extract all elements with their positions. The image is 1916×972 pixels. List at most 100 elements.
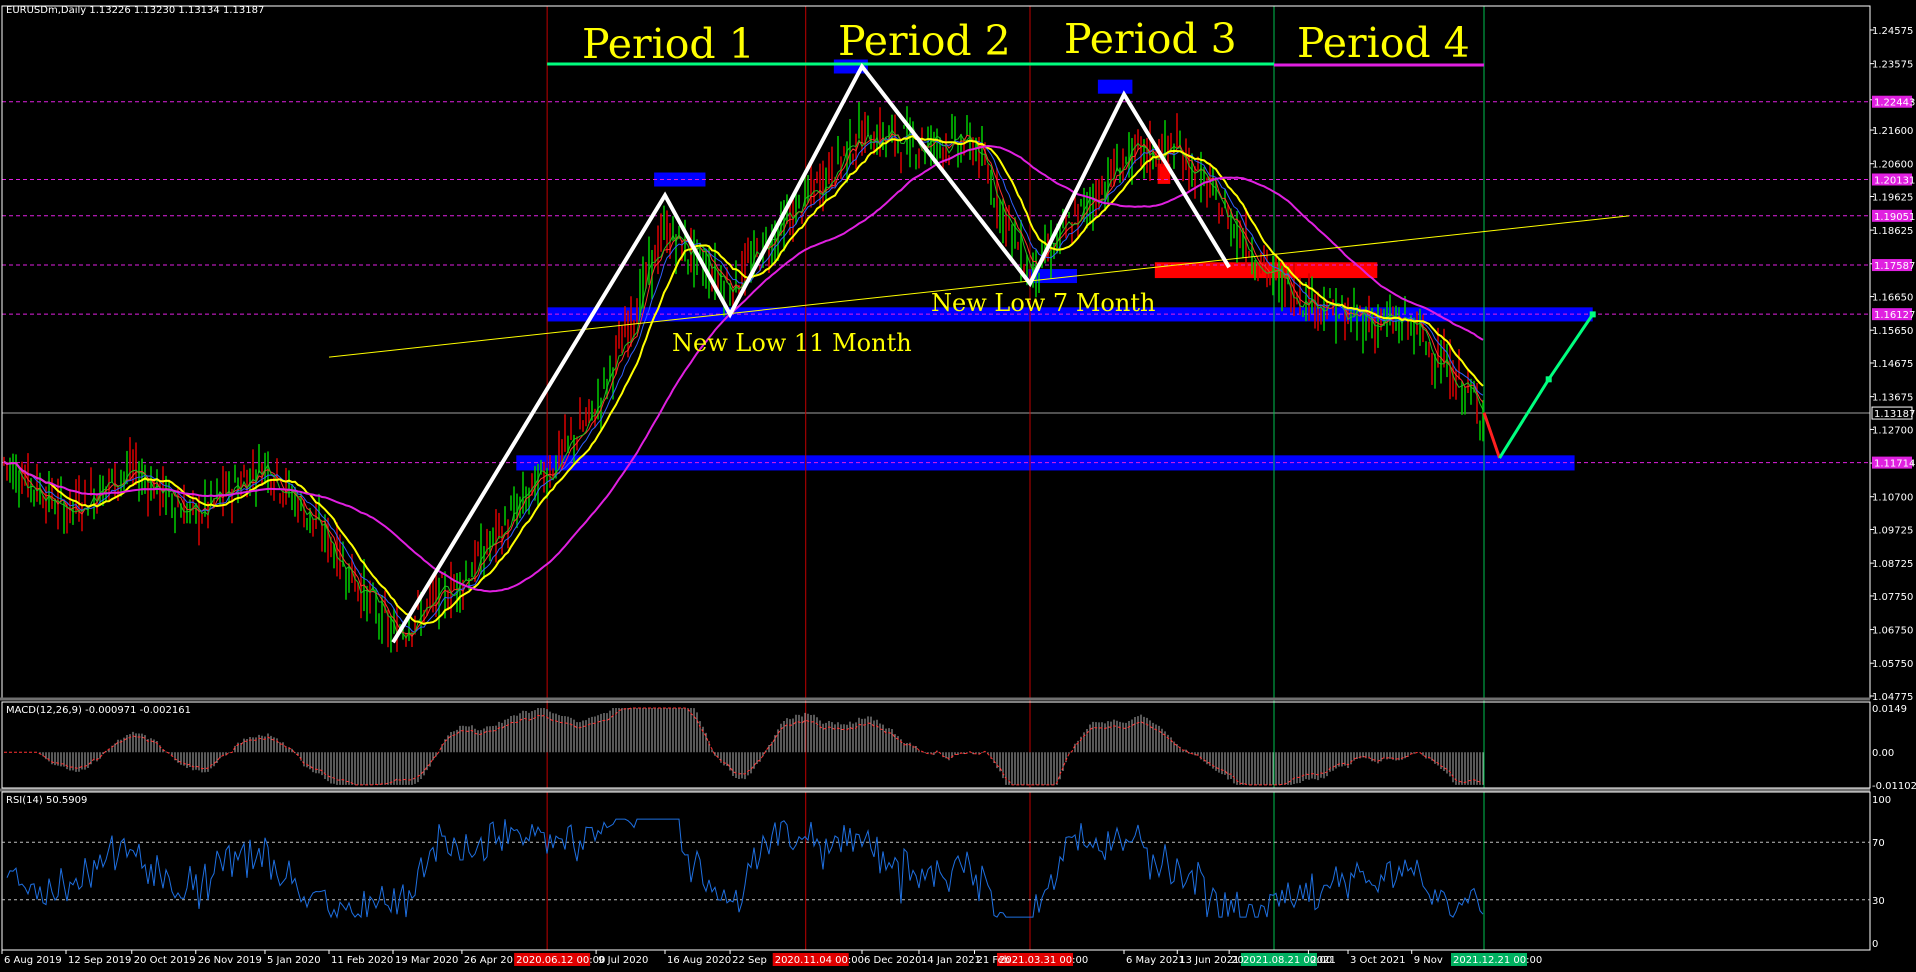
x-tick-label: 6 Dec 2020 [864,955,922,966]
y-tick-label: 1.20600 [1872,160,1913,171]
macd-histogram [4,707,1484,786]
support-zone [654,172,706,187]
support-zone [1097,79,1133,94]
date-tag [1451,953,1527,966]
moving-average-line [3,133,1484,637]
rsi-line [6,818,1484,919]
panel-frame [1,791,1871,951]
rsi-tick-label: 100 [1872,795,1891,806]
level-price-tag [1872,209,1912,222]
date-tag [1241,953,1317,966]
rsi-label: RSI(14) 50.5909 [6,795,87,806]
resistance-zone [1154,262,1378,279]
y-tick-label: 1.21600 [1872,126,1913,137]
level-price-label: 1.11714 [1874,459,1915,470]
macd-tick-label: 0.0149 [1872,704,1907,715]
y-tick-label: 1.10700 [1872,493,1913,504]
current-price-label: 1.13187 [1874,409,1915,420]
x-tick-label: 20 [1231,955,1244,966]
axes: 1.245751.235751.225001.216001.206001.196… [1,26,1916,966]
x-tick-label: 19 Mar 2020 [395,955,458,966]
x-tick-label: 20 Oct 2019 [134,955,196,966]
period-4-label: Period 4 [1297,19,1470,67]
x-tick-label: 13 Jun 2021 [1179,955,1239,966]
y-tick-label: 1.13675 [1872,393,1913,404]
date-tag [514,953,591,966]
date-tag-text: 2020.11.04 00:00 [775,955,864,966]
panel-frame [1,701,1871,789]
panel-frames [0,5,1871,951]
date-tag [997,953,1073,966]
y-tick-label: 1.24575 [1872,26,1913,37]
level-price-tag [1872,95,1912,108]
rsi-panel [2,818,1870,919]
period-vertical-lines: 2020.06.12 00:00 2020.11.04 00:00 2021.03.… [514,6,1542,966]
rsi-tick-label: 0 [1872,939,1878,950]
level-price-label: 1.20131 [1874,175,1915,186]
y-tick-label: 1.04775 [1872,692,1913,703]
y-tick-label: 1.23575 [1872,60,1913,71]
moving-average-line [3,125,1484,639]
moving-average-line [3,134,1484,625]
y-tick-label: 1.12700 [1872,425,1913,436]
moving-averages [3,125,1629,639]
x-tick-label: 21 Feb [976,955,1010,966]
level-lines [2,101,1870,464]
level-price-label: 1.22443 [1874,98,1915,109]
period-2-label: Period 2 [838,17,1011,65]
date-tag-text: 2021.12.21 00:00 [1453,955,1542,966]
rsi-tick-label: 70 [1872,838,1885,849]
y-tick-label: 1.07750 [1872,592,1913,603]
level-price-tag [1872,308,1912,321]
level-price-tag [1872,173,1912,186]
x-tick-label: 2021 [1310,955,1335,966]
x-tick-label: 9 Nov [1414,955,1443,966]
date-tag-text: 2021.08.21 00:00 [1243,955,1332,966]
projection-up-line [1498,313,1594,459]
x-tick-label: 26 Nov 2019 [198,955,262,966]
chart-header: EURUSDm,Daily 1.13226 1.13230 1.13134 1.… [6,5,264,16]
macd-label: MACD(12,26,9) -0.000971 -0.002161 [6,705,191,716]
y-tick-label: 1.18625 [1872,226,1913,237]
period-3-label: Period 3 [1064,15,1237,63]
x-tick-label: 12 Sep 2019 [68,955,131,966]
y-tick-label: 1.15650 [1872,326,1913,337]
x-tick-label: 6 Aug 2019 [4,955,62,966]
y-tick-label: 1.05750 [1872,659,1913,670]
x-tick-label: 22 Sep [732,955,767,966]
period-1-label: Period 1 [582,20,755,68]
level-price-label: 1.16127 [1874,310,1915,321]
annotation-low-11-month: New Low 11 Month [672,329,912,357]
y-tick-label: 1.06750 [1872,626,1913,637]
y-tick-label: 1.09725 [1872,526,1913,537]
macd-tick-label: 0.00 [1872,748,1894,759]
rsi-tick-label: 30 [1872,896,1885,907]
projection-down-line [1482,412,1501,459]
x-tick-label: 11 Feb 2020 [331,955,393,966]
y-tick-label: 1.19625 [1872,193,1913,204]
level-price-label: 1.19051 [1874,212,1915,223]
x-tick-label: 26 Apr 20 [464,955,513,966]
y-tick-label: 1.16650 [1872,293,1913,304]
date-tag-text: 2021.03.31 00:00 [999,955,1088,966]
moving-average-line [3,145,1484,593]
zigzag-pattern [391,62,1596,644]
trendline [328,215,1629,358]
moving-average-line [3,133,1484,634]
level-price-label: 1.17587 [1874,261,1915,272]
x-tick-label: 9 Jul 2020 [598,955,648,966]
annotation-low-7-month: New Low 7 Month [931,289,1155,317]
y-tick-label: 1.08725 [1872,559,1913,570]
y-tick-label: 1.14675 [1872,359,1913,370]
x-tick-label: 6 May 2021 [1126,955,1185,966]
x-tick-label: 3 Oct 2021 [1350,955,1405,966]
macd-tick-label: -0.011028 [1872,781,1916,792]
zigzag-line [391,62,1231,644]
x-tick-label: 14 Jan 2021 [921,955,981,966]
panel-frame [1,5,1871,699]
x-tick-label: 16 Aug 2020 [667,955,731,966]
level-price-tag [1872,259,1912,272]
current-price-tag [1871,406,1913,420]
macd-signal-line [4,707,1484,786]
